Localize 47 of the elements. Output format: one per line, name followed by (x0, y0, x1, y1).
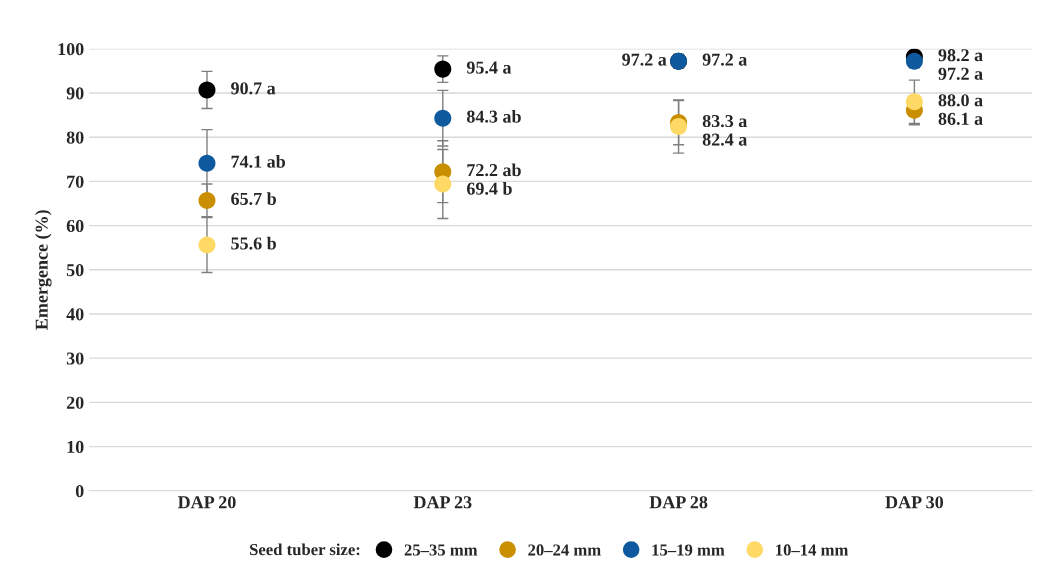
y-tick-label: 60 (66, 219, 84, 233)
point (905, 52, 923, 70)
data-label: 98.2 a (938, 49, 983, 62)
y-axis-title: Emergence (%) (35, 210, 52, 330)
point (905, 93, 923, 111)
x-tick-label: DAP 20 (177, 496, 236, 509)
data-label: 69.4 b (466, 182, 512, 195)
point (198, 191, 216, 209)
point (434, 60, 452, 78)
y-tick-label: 50 (66, 264, 84, 277)
y-tick-label: 70 (67, 175, 84, 188)
data-label: 84.3 ab (466, 109, 521, 123)
data-label: 55.6 b (231, 236, 276, 250)
y-tick-label: 90 (66, 87, 84, 100)
legend-title: Seed tuber size: (250, 543, 360, 556)
legend-label: 10–14 mm (776, 544, 849, 556)
point (198, 154, 216, 172)
point (434, 109, 452, 127)
data-label: 88.0 a (938, 94, 983, 107)
x-tick-label: DAP 23 (413, 496, 472, 509)
y-tick-label: 10 (67, 440, 84, 454)
data-label: 72.2 ab (467, 163, 521, 177)
point (434, 175, 452, 193)
data-label: 97.2 a (622, 53, 667, 66)
y-tick-label: 30 (66, 352, 84, 365)
y-tick-label: 0 (75, 485, 84, 498)
data-label: 90.7 a (231, 82, 276, 95)
y-tick-label: 40 (66, 308, 84, 321)
legend-label: 20–24 mm (528, 544, 601, 556)
legend-label: 15–19 mm (652, 544, 725, 556)
legend-label: 25–35 mm (404, 544, 478, 556)
y-tick-label: 80 (66, 131, 84, 144)
y-tick-label: 20 (66, 396, 84, 409)
data-label: 83.3 a (702, 114, 748, 128)
data-label: 74.1 ab (231, 155, 286, 168)
data-label: 97.2 a (938, 67, 983, 80)
x-tick-label: DAP 28 (649, 496, 708, 509)
data-label: 95.4 a (466, 61, 512, 74)
data-label: 86.1 a (938, 112, 983, 125)
data-label: 65.7 b (231, 192, 276, 205)
data-label: 97.2 a (702, 53, 748, 66)
y-tick-label: 100 (58, 43, 84, 56)
point (670, 118, 688, 136)
point (198, 236, 216, 254)
point (198, 81, 216, 99)
x-tick-label: DAP 30 (885, 496, 944, 509)
data-label: 82.4 a (702, 133, 748, 146)
